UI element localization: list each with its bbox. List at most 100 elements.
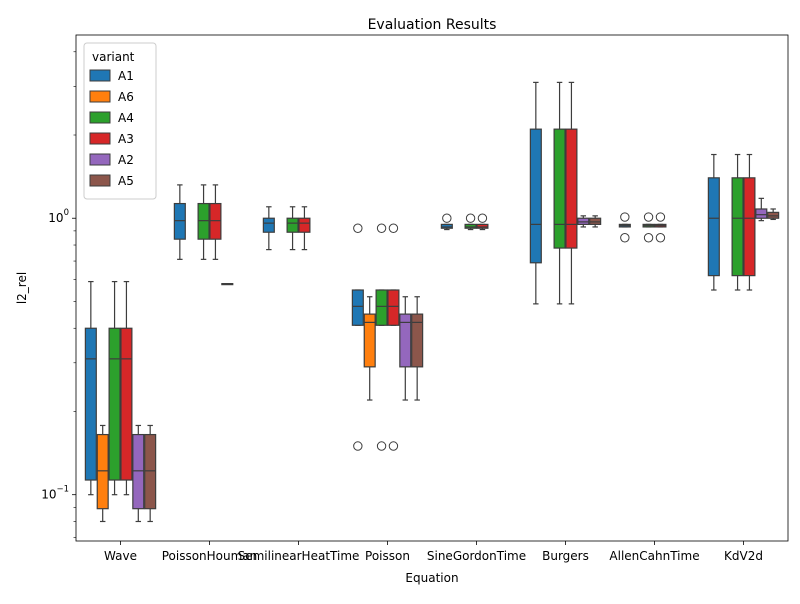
x-tick-label: PoissonHouman	[162, 549, 258, 563]
box-iqr	[755, 208, 768, 219]
box-A4-AllenCahnTime	[642, 212, 655, 243]
box-iqr	[411, 313, 424, 368]
box-iqr	[476, 223, 489, 229]
chart-marks	[84, 81, 780, 523]
y-tick-label: 10−1	[41, 485, 69, 502]
legend-label: A6	[118, 90, 134, 104]
box-A5-Poisson	[411, 296, 424, 401]
legend-swatch-A1	[89, 69, 111, 82]
outlier-point	[643, 233, 654, 243]
box-A5-Wave	[144, 424, 157, 523]
box-A1-AllenCahnTime	[618, 212, 631, 243]
legend-swatch-A6	[89, 90, 111, 103]
box-A5-Burgers	[589, 215, 602, 228]
box-iqr	[132, 433, 145, 510]
box-A1-PoissonHouman	[173, 184, 186, 260]
box-A3-SemilinearHeatTime	[298, 206, 311, 251]
box-A3-Poisson	[387, 223, 400, 451]
legend-swatch-A4	[89, 111, 111, 124]
y-axis-label: l2_rel	[15, 272, 29, 304]
legend-swatch-A5	[89, 174, 111, 187]
box-iqr	[731, 177, 744, 277]
outlier-point	[655, 212, 666, 222]
box-A1-Burgers	[529, 81, 542, 305]
box-iqr	[464, 223, 477, 229]
box-iqr	[120, 327, 133, 481]
legend-label: A1	[118, 69, 134, 83]
outlier-point	[353, 223, 363, 233]
outlier-point	[376, 223, 387, 233]
box-A1-Wave	[84, 280, 97, 496]
outlier-point	[655, 233, 666, 243]
legend-label: A2	[118, 153, 134, 167]
box-iqr	[173, 202, 186, 240]
box-A4-Burgers	[553, 81, 566, 305]
x-tick-label: Wave	[104, 549, 137, 563]
box-iqr	[108, 327, 121, 481]
y-tick-label-exponent: 0	[64, 208, 69, 218]
box-iqr	[262, 217, 275, 233]
box-A3-Burgers	[565, 81, 578, 305]
x-axis-label: Equation	[405, 571, 458, 585]
box-iqr	[375, 289, 388, 326]
x-tick-label: SineGordonTime	[427, 549, 526, 563]
y-tick-label-base: 10	[41, 488, 56, 502]
plot-area-frame	[75, 34, 789, 542]
box-A1-SemilinearHeatTime	[262, 206, 275, 251]
box-A4-Wave	[108, 280, 121, 496]
box-iqr	[743, 177, 756, 277]
y-tick-label: 100	[48, 208, 69, 225]
box-A5-KdV2d	[767, 208, 780, 221]
x-tick-label: SemilinearHeatTime	[238, 549, 360, 563]
box-iqr	[387, 289, 400, 326]
box-iqr	[565, 128, 578, 249]
box-iqr	[529, 128, 542, 264]
legend-label: A4	[118, 111, 134, 125]
box-A3-Wave	[120, 280, 133, 496]
outlier-point	[353, 441, 363, 451]
box-A2-Burgers	[577, 215, 590, 228]
x-tick-label: KdV2d	[724, 549, 763, 563]
box-iqr	[707, 177, 720, 277]
y-tick-label-exponent: −1	[56, 485, 69, 495]
box-A3-PoissonHouman	[209, 184, 222, 260]
box-A4-KdV2d	[731, 153, 744, 291]
x-tick-label: AllenCahnTime	[609, 549, 699, 563]
legend-swatch-A2	[89, 153, 111, 166]
x-tick-label: Poisson	[365, 549, 410, 563]
x-tick-label: Burgers	[542, 549, 589, 563]
legend-swatch-A3	[89, 132, 111, 145]
outlier-point	[388, 441, 399, 451]
box-A2-Wave	[132, 424, 145, 523]
box-A6-Poisson	[363, 296, 376, 401]
box-A2-Poisson	[399, 296, 412, 401]
outlier-point	[620, 233, 630, 243]
legend-label: A3	[118, 132, 134, 146]
legend: variant A1 A6 A4 A3 A2 A5	[83, 42, 157, 200]
box-iqr	[363, 313, 376, 368]
legend-title: variant	[92, 50, 135, 64]
legend-label: A5	[118, 174, 134, 188]
y-tick-label-base: 10	[48, 211, 63, 225]
box-iqr	[351, 289, 364, 326]
box-A3-AllenCahnTime	[654, 212, 667, 243]
box-A2-KdV2d	[755, 197, 768, 222]
box-iqr	[553, 128, 566, 249]
box-iqr	[144, 433, 157, 510]
box-A4-SemilinearHeatTime	[286, 206, 299, 251]
box-iqr	[96, 433, 109, 510]
box-iqr	[197, 202, 210, 240]
box-A3-KdV2d	[743, 153, 756, 291]
outlier-point	[477, 213, 488, 223]
box-iqr	[440, 223, 453, 229]
outlier-point	[620, 212, 630, 222]
box-iqr	[298, 217, 311, 233]
box-A4-PoissonHouman	[197, 184, 210, 260]
outlier-point	[376, 441, 387, 451]
box-iqr	[209, 202, 222, 240]
box-A3-SineGordonTime	[476, 213, 489, 231]
box-A4-SineGordonTime	[464, 213, 477, 231]
